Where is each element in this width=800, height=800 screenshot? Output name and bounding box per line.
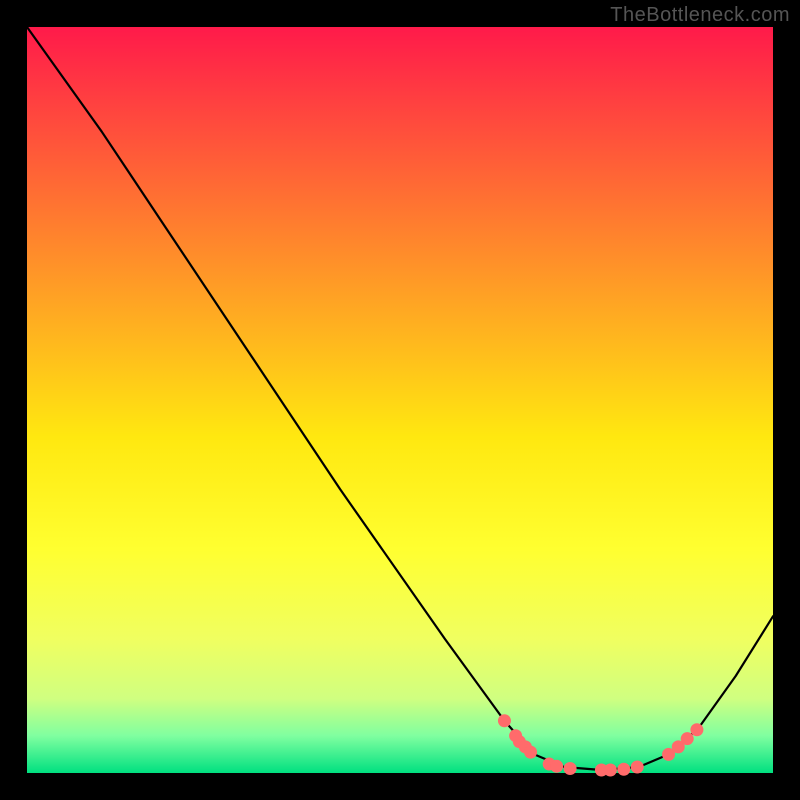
attribution-label: TheBottleneck.com <box>610 4 790 27</box>
bottleneck-chart: TheBottleneck.com <box>0 0 800 800</box>
chart-canvas <box>0 0 800 800</box>
